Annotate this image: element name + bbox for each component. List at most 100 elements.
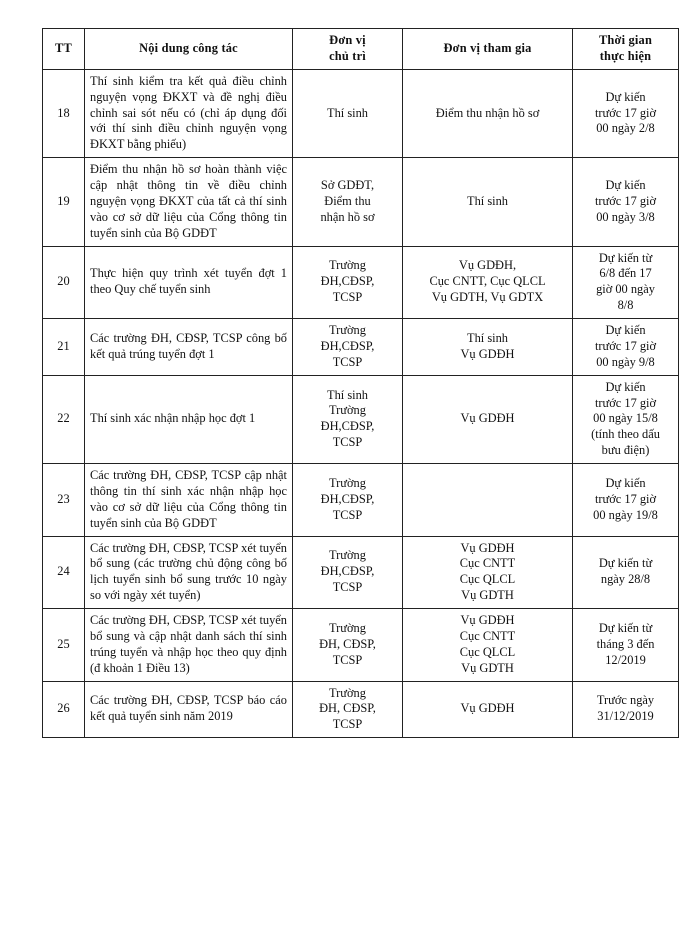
cell-time-line: 31/12/2019 — [597, 709, 654, 724]
cell-time-line: 6/8 đến 17 — [599, 266, 652, 281]
cell-lead-unit: Trường ĐH,CĐSP, TCSP — [292, 535, 403, 609]
cell-time-line: tháng 3 đến — [596, 636, 655, 651]
cell-content: Các trường ĐH, CĐSP, TCSP xét tuyển bổ s… — [84, 535, 293, 609]
cell-participating-units-line: Thí sinh — [467, 330, 508, 345]
cell-lead-unit-line: ĐH, CĐSP, — [319, 636, 376, 651]
cell-time-line: giờ 00 ngày — [596, 282, 655, 297]
cell-lead-unit-line: ĐH,CĐSP, — [320, 491, 375, 506]
cell-lead-unit: Trường ĐH,CĐSP, TCSP — [292, 463, 403, 537]
cell-participating-units: Vụ GDĐH Cục CNTT Cục QLCL Vụ GDTH — [402, 535, 573, 609]
cell-lead-unit-line: Trường — [329, 258, 366, 273]
schedule-table-container: TT Nội dung công tác Đơn vị chủ trì Đơn … — [42, 28, 679, 739]
cell-content: Thực hiện quy trình xét tuyển đợt 1 theo… — [84, 245, 293, 319]
cell-time-line: 8/8 — [617, 298, 634, 313]
table-row: 21 Các trường ĐH, CĐSP, TCSP công bố kết … — [42, 318, 679, 376]
cell-time: Dự kiến từ tháng 3 đến 12/2019 — [572, 608, 679, 682]
cell-time-line: 00 ngày 9/8 — [596, 354, 655, 369]
cell-participating-units-line: Cục QLCL — [459, 644, 516, 659]
cell-time-line: bưu điện) — [601, 443, 650, 458]
cell-tt: 18 — [42, 68, 85, 159]
cell-lead-unit-line: Trường — [329, 403, 366, 418]
cell-tt: 22 — [42, 374, 85, 465]
table-body: 18 Thí sinh kiểm tra kết quả điều chỉnh n… — [42, 68, 679, 739]
cell-time-line: 00 ngày 2/8 — [596, 121, 655, 136]
cell-time-line: trước 17 giờ — [594, 491, 657, 506]
cell-lead-unit: Thí sinh Trường ĐH,CĐSP, TCSP — [292, 374, 403, 465]
cell-lead-unit-line: TCSP — [332, 354, 363, 369]
cell-lead-unit-line: Thí sinh — [327, 105, 368, 120]
cell-lead-unit-line: Trường — [329, 475, 366, 490]
cell-time: Dự kiến từ 6/8 đến 17 giờ 00 ngày 8/8 — [572, 245, 679, 319]
cell-participating-units-line: Vụ GDTH, Vụ GDTX — [431, 290, 544, 305]
cell-participating-units: Thí sinh — [402, 157, 573, 247]
cell-time-line: Dự kiến — [605, 323, 646, 337]
cell-time-line: 12/2019 — [605, 652, 646, 667]
cell-lead-unit: Thí sinh — [292, 68, 403, 159]
cell-participating-units-line: Cục CNTT — [459, 628, 516, 643]
column-header-time-line2: thực hiện — [599, 48, 652, 63]
cell-lead-unit-line: ĐH,CĐSP, — [320, 419, 375, 434]
cell-lead-unit-line: Trường — [329, 323, 366, 337]
cell-time: Dự kiến trước 17 giờ 00 ngày 2/8 — [572, 68, 679, 159]
cell-participating-units-line: Điểm thu nhận hồ sơ — [435, 105, 540, 120]
cell-time: Dự kiến từ ngày 28/8 — [572, 535, 679, 609]
cell-participating-units-line: Thí sinh — [467, 193, 508, 208]
cell-participating-units-line: Vụ GDĐH — [460, 411, 515, 426]
cell-participating-units: Điểm thu nhận hồ sơ — [402, 68, 573, 159]
cell-lead-unit-line: Sở GDĐT, — [320, 178, 375, 192]
cell-tt: 26 — [42, 680, 85, 739]
cell-lead-unit: Trường ĐH,CĐSP, TCSP — [292, 318, 403, 376]
column-header-time-line1: Thời gian — [598, 33, 653, 47]
column-header-lead-unit-line2: chủ trì — [329, 48, 366, 63]
cell-lead-unit-line: Trường — [329, 620, 366, 635]
cell-lead-unit-line: Điểm thu — [324, 193, 371, 208]
table-header: TT Nội dung công tác Đơn vị chủ trì Đơn … — [42, 28, 679, 70]
cell-tt: 25 — [42, 608, 85, 682]
cell-content: Các trường ĐH, CĐSP, TCSP xét tuyển bổ s… — [84, 608, 293, 682]
table-row: 23 Các trường ĐH, CĐSP, TCSP cập nhật thô… — [42, 463, 679, 537]
table-row: 19 Điểm thu nhận hồ sơ hoàn thành việc cậ… — [42, 157, 679, 247]
cell-lead-unit-line: ĐH,CĐSP, — [320, 564, 375, 579]
column-header-lead-unit: Đơn vị chủ trì — [292, 28, 403, 70]
cell-lead-unit-line: Trường — [329, 685, 366, 700]
cell-lead-unit-line: TCSP — [332, 435, 363, 450]
column-header-tt: TT — [42, 28, 85, 70]
cell-lead-unit-line: Thí sinh — [327, 387, 368, 402]
cell-time-line: ngày 28/8 — [600, 572, 651, 587]
table-row: 20 Thực hiện quy trình xét tuyển đợt 1 th… — [42, 245, 679, 319]
cell-lead-unit-line: TCSP — [332, 580, 363, 595]
cell-participating-units-line: Vụ GDĐH — [460, 613, 515, 627]
table-row: 18 Thí sinh kiểm tra kết quả điều chỉnh n… — [42, 68, 679, 159]
cell-participating-units-line: Cục CNTT — [459, 556, 516, 571]
cell-lead-unit-line: ĐH,CĐSP, — [320, 338, 375, 353]
cell-tt: 21 — [42, 318, 85, 376]
cell-lead-unit: Sở GDĐT, Điểm thu nhận hồ sơ — [292, 157, 403, 247]
cell-participating-units: Vụ GDĐH — [402, 680, 573, 739]
table-row: 26 Các trường ĐH, CĐSP, TCSP báo cáo kết … — [42, 680, 679, 739]
column-header-participating-units: Đơn vị tham gia — [402, 28, 573, 70]
cell-time-line: Dự kiến từ — [598, 250, 653, 265]
cell-lead-unit: Trường ĐH, CĐSP, TCSP — [292, 608, 403, 682]
cell-participating-units-line: Vụ GDTH — [461, 660, 514, 675]
cell-participating-units-line: Vụ GDTH — [461, 588, 514, 603]
cell-lead-unit-line: TCSP — [332, 652, 363, 667]
cell-time-line: 00 ngày 19/8 — [593, 507, 658, 522]
table-row: 22 Thí sinh xác nhận nhập học đợt 1 Thí si… — [42, 374, 679, 465]
cell-participating-units-line: Vụ GDĐH — [460, 346, 515, 361]
cell-time-line: Dự kiến — [605, 475, 646, 490]
cell-lead-unit: Trường ĐH,CĐSP, TCSP — [292, 245, 403, 319]
cell-time: Dự kiến trước 17 giờ 00 ngày 19/8 — [572, 463, 679, 537]
column-header-lead-unit-line1: Đơn vị — [329, 33, 366, 47]
cell-time-line: Dự kiến — [605, 89, 646, 104]
cell-time-line: Dự kiến — [605, 379, 646, 394]
cell-content: Các trường ĐH, CĐSP, TCSP cập nhật thông… — [84, 463, 293, 537]
cell-content: Các trường ĐH, CĐSP, TCSP báo cáo kết qu… — [84, 680, 293, 739]
table-row: 25 Các trường ĐH, CĐSP, TCSP xét tuyển bổ… — [42, 608, 679, 682]
cell-time-line: trước 17 giờ — [594, 395, 657, 410]
cell-time: Trước ngày 31/12/2019 — [572, 680, 679, 739]
cell-participating-units-line: Cục QLCL — [459, 572, 516, 587]
cell-time-line: trước 17 giờ — [594, 193, 657, 208]
schedule-table: TT Nội dung công tác Đơn vị chủ trì Đơn … — [42, 28, 679, 739]
cell-tt: 23 — [42, 463, 85, 537]
